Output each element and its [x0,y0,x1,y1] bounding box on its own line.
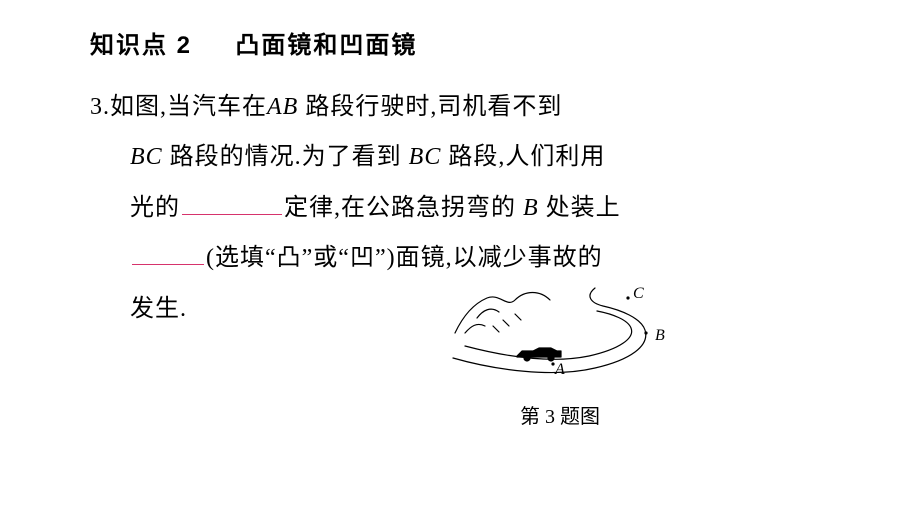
section-number: 2 [177,32,192,59]
q-seg-1: 如图,当汽车在 [110,94,267,120]
var-AB: AB [267,94,298,120]
figure-caption: 第 3 题图 [290,400,830,429]
figure-label-B: B [655,327,665,344]
q-seg-7: 处装上 [539,195,621,221]
var-BC-1: BC [130,144,163,170]
road-figure: A B C [445,278,675,393]
var-BC-2: BC [409,144,442,170]
figure-label-C: C [633,285,644,302]
q-seg-2: 路段行驶时,司机看不到 [298,94,562,120]
section-prefix: 知识点 [90,32,168,59]
blank-1 [182,186,282,215]
blank-2 [132,236,204,265]
section-heading: 凸面镜和凹面镜 [235,32,417,59]
question-number: 3 [90,94,103,120]
figure-label-A: A [554,361,565,378]
q-seg-8: (选填“凸”或“凹”)面镜,以减少事故的 [206,245,603,271]
caption-prefix: 第 [520,406,540,428]
q-seg-4: 路段,人们利用 [441,144,605,170]
var-B: B [523,195,539,221]
q-seg-6: 定律,在公路急拐弯的 [284,195,516,221]
q-seg-9: 发生. [130,296,187,322]
q-seg-3: 路段的情况.为了看到 [163,144,402,170]
caption-number: 3 [545,406,555,428]
q-seg-5: 光的 [130,195,180,221]
caption-suffix: 题图 [560,406,600,428]
section-title: 知识点 2 凸面镜和凹面镜 [90,25,830,60]
figure-wrap: A B C 第 3 题图 [290,278,830,429]
